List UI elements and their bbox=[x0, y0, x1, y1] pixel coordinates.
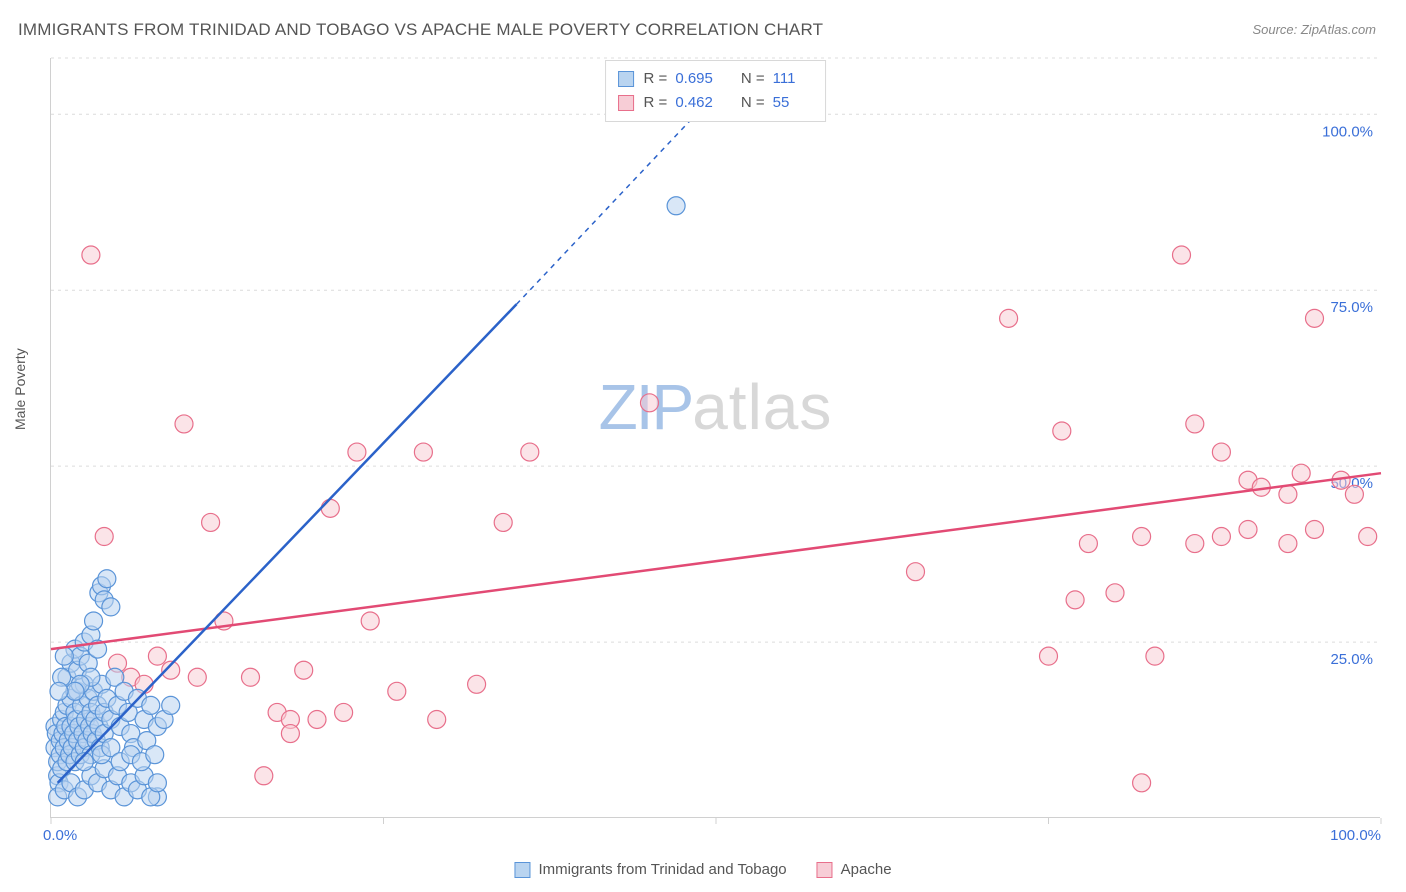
svg-text:0.0%: 0.0% bbox=[43, 827, 77, 844]
legend-series: Immigrants from Trinidad and Tobago Apac… bbox=[514, 861, 891, 878]
legend-series-item-1: Immigrants from Trinidad and Tobago bbox=[514, 861, 786, 878]
plot-area: ZIPatlas 25.0%50.0%75.0%100.0%0.0%100.0%… bbox=[50, 58, 1380, 818]
svg-text:100.0%: 100.0% bbox=[1330, 827, 1381, 844]
legend-stats-row-2: R = 0.462 N = 55 bbox=[618, 91, 814, 115]
legend-r-label-1: R = bbox=[644, 67, 668, 91]
legend-swatch-bottom-1 bbox=[514, 862, 530, 878]
scatter-svg: 25.0%50.0%75.0%100.0%0.0%100.0% bbox=[51, 58, 1380, 817]
legend-n-label-2: N = bbox=[741, 91, 765, 115]
legend-n-label-1: N = bbox=[741, 67, 765, 91]
legend-n-value-2: 55 bbox=[773, 91, 790, 115]
chart-title: IMMIGRANTS FROM TRINIDAD AND TOBAGO VS A… bbox=[18, 20, 823, 40]
legend-stats-row-1: R = 0.695 N = 111 bbox=[618, 67, 814, 91]
source-attribution: Source: ZipAtlas.com bbox=[1252, 22, 1376, 37]
legend-swatch-bottom-2 bbox=[817, 862, 833, 878]
legend-swatch-1 bbox=[618, 71, 634, 87]
svg-text:100.0%: 100.0% bbox=[1322, 123, 1373, 140]
legend-r-value-2: 0.462 bbox=[675, 91, 713, 115]
legend-r-label-2: R = bbox=[644, 91, 668, 115]
legend-swatch-2 bbox=[618, 95, 634, 111]
legend-series-item-2: Apache bbox=[817, 861, 892, 878]
legend-series-label-2: Apache bbox=[841, 861, 892, 878]
svg-text:25.0%: 25.0% bbox=[1330, 651, 1373, 668]
legend-r-value-1: 0.695 bbox=[675, 67, 713, 91]
svg-text:75.0%: 75.0% bbox=[1330, 299, 1373, 316]
legend-stats: R = 0.695 N = 111 R = 0.462 N = 55 bbox=[605, 60, 827, 122]
legend-series-label-1: Immigrants from Trinidad and Tobago bbox=[538, 861, 786, 878]
legend-n-value-1: 111 bbox=[773, 67, 796, 91]
y-axis-label: Male Poverty bbox=[12, 348, 28, 430]
